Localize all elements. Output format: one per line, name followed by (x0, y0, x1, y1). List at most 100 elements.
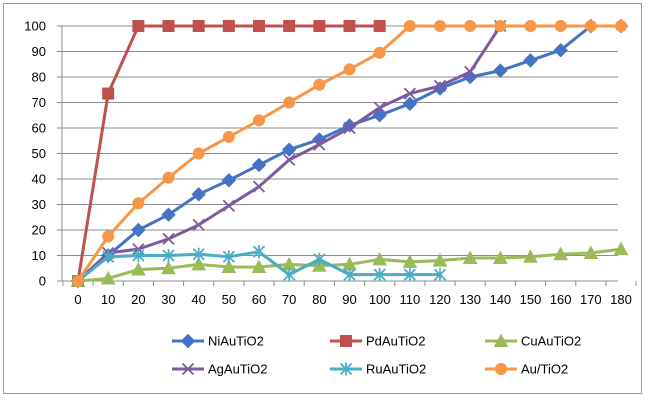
x-tick-label: 130 (459, 292, 481, 307)
data-point (493, 63, 508, 78)
x-tick-label: 110 (399, 292, 420, 307)
data-point (222, 130, 235, 143)
x-tick-label: 20 (131, 292, 145, 307)
legend-marker (181, 362, 195, 376)
data-point (191, 256, 207, 271)
data-point (464, 65, 477, 79)
series-au-tio2 (72, 20, 627, 287)
data-point (221, 173, 237, 188)
data-point (313, 138, 326, 151)
data-point (252, 245, 266, 259)
x-tick-label: 30 (161, 292, 175, 307)
legend-label: RuAuTiO2 (366, 362, 426, 377)
data-point (132, 249, 145, 262)
legend-item: NiAuTiO2 (172, 334, 264, 349)
data-point (402, 96, 418, 111)
data-point (222, 199, 235, 212)
legend-label: AgAuTiO2 (208, 362, 268, 377)
x-tick-label: 60 (252, 292, 266, 307)
legend-label: PdAuTiO2 (366, 334, 426, 349)
data-point (253, 20, 265, 32)
data-point (403, 20, 416, 32)
data-point (554, 20, 567, 32)
data-point (553, 43, 568, 58)
y-tick-label: 60 (32, 121, 46, 136)
data-point (162, 20, 175, 32)
data-point (192, 147, 205, 160)
data-point (131, 222, 146, 238)
data-point (283, 153, 296, 167)
data-point (281, 142, 297, 157)
data-point (343, 63, 356, 76)
data-point (464, 20, 477, 32)
data-point (462, 250, 478, 265)
x-tick-label: 40 (191, 292, 205, 307)
legend-marker (339, 362, 353, 376)
data-point (192, 218, 205, 232)
data-point (524, 20, 537, 32)
data-point (434, 20, 446, 32)
data-point (222, 20, 235, 32)
y-tick-label: 10 (32, 248, 46, 263)
x-tick-label: 80 (312, 292, 326, 307)
y-tick-label: 80 (32, 70, 46, 85)
data-point (372, 251, 388, 266)
data-point (432, 253, 448, 267)
data-point (373, 20, 386, 32)
data-point (102, 250, 115, 264)
y-tick-label: 40 (32, 172, 46, 187)
data-point (221, 259, 237, 273)
data-point (523, 53, 538, 68)
data-point (132, 20, 145, 32)
data-point (373, 101, 386, 114)
data-point (161, 260, 176, 275)
legend-item: PdAuTiO2 (330, 334, 426, 349)
data-point (102, 87, 115, 100)
data-point (343, 268, 356, 282)
data-point (161, 207, 176, 222)
x-tick-label: 10 (101, 292, 115, 307)
x-tick-labels: 0 10 20 30 40 50 60 70 80 90 100 110 120 130 140 150 160… (74, 292, 631, 307)
x-tick-label: 180 (610, 292, 632, 307)
legend: NiAuTiO2 PdAuTiO2 CuAuTiO2 AgAuTiO2 RuAuTiO2… (172, 333, 581, 377)
x-tick-label: 170 (580, 292, 602, 307)
data-point (553, 246, 569, 261)
data-point (132, 197, 145, 210)
data-point (162, 232, 175, 246)
legend-label: Au/TiO2 (521, 362, 568, 377)
legend-label: CuAuTiO2 (521, 334, 581, 349)
y-tick-label: 0 (39, 274, 46, 289)
chart-frame (3, 3, 642, 394)
data-point (162, 171, 175, 184)
data-point (492, 250, 508, 265)
data-point (523, 249, 538, 263)
legend-marker (180, 333, 196, 349)
data-point (191, 187, 206, 202)
data-point (283, 20, 296, 32)
x-tick-label: 50 (222, 292, 236, 307)
y-tick-label: 30 (32, 197, 46, 212)
data-point (615, 20, 627, 32)
data-point (313, 78, 326, 91)
data-point (494, 20, 507, 32)
data-point (403, 87, 416, 100)
legend-label: NiAuTiO2 (208, 334, 264, 349)
legend-item: RuAuTiO2 (330, 362, 426, 377)
y-tick-label: 20 (32, 223, 46, 238)
data-point (613, 241, 629, 256)
data-point (100, 270, 116, 285)
legend-marker (493, 333, 509, 347)
series-cuautio2 (70, 241, 629, 287)
legend-item: AgAuTiO2 (172, 362, 268, 377)
data-point (192, 20, 205, 32)
data-point (373, 268, 386, 282)
y-tick-label: 50 (32, 146, 46, 161)
x-tick-label: 140 (489, 292, 511, 307)
data-point (343, 20, 356, 32)
legend-marker (495, 363, 507, 375)
y-tick-label: 90 (32, 44, 46, 59)
x-tick-label: 150 (520, 292, 542, 307)
axes (57, 25, 637, 286)
data-point (251, 157, 267, 173)
